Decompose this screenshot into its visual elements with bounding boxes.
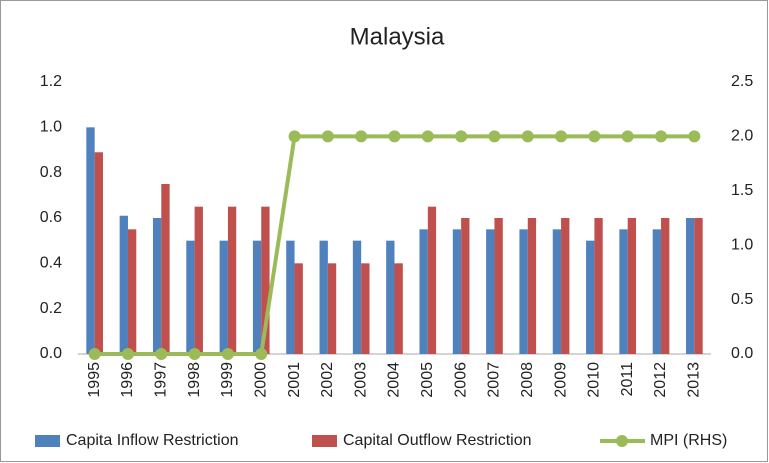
bar <box>452 229 462 354</box>
x-tick-label: 1996 <box>119 362 136 398</box>
legend-label: Capita Inflow Restriction <box>66 432 239 449</box>
bar <box>94 152 103 354</box>
bar <box>661 218 670 354</box>
legend-swatch <box>312 435 337 447</box>
y-tick-label: 1.0 <box>40 119 62 136</box>
bar <box>294 263 303 354</box>
y2-tick-label: 0.5 <box>731 291 753 308</box>
bar <box>461 218 470 354</box>
x-tick-label: 2001 <box>286 362 303 398</box>
y-tick-label: 1.2 <box>40 73 62 90</box>
x-tick-label: 2003 <box>352 362 369 398</box>
line-marker <box>655 130 668 143</box>
bar <box>86 127 95 354</box>
bar <box>619 229 628 354</box>
bar <box>286 240 295 354</box>
line-marker <box>121 348 134 360</box>
line-marker <box>321 130 334 143</box>
x-tick-label: 2012 <box>652 362 669 398</box>
line-marker <box>155 348 168 360</box>
y-tick-label: 0.8 <box>40 164 62 181</box>
bar <box>186 240 195 354</box>
line-marker <box>588 130 601 143</box>
x-tick-label: 2006 <box>452 362 469 398</box>
line-marker <box>455 130 468 143</box>
line-marker <box>555 130 568 143</box>
y2-tick-label: 2.5 <box>731 73 753 90</box>
bar <box>252 240 262 354</box>
x-tick-label: 2007 <box>486 362 503 398</box>
bar <box>394 263 403 354</box>
legend-swatch <box>616 435 628 447</box>
legend-label: MPI (RHS) <box>650 432 727 449</box>
y-tick-label: 0.2 <box>40 300 62 317</box>
bar <box>552 229 562 354</box>
x-tick-label: 2000 <box>252 362 269 398</box>
x-tick-label: 2008 <box>519 362 536 398</box>
line-marker <box>521 130 534 143</box>
x-tick-label: 2010 <box>586 362 603 398</box>
y2-tick-label: 2.0 <box>731 128 753 145</box>
y2-tick-label: 0.0 <box>731 345 753 362</box>
line-marker <box>188 348 201 360</box>
bar <box>219 240 228 354</box>
line-marker <box>88 348 101 360</box>
line-marker <box>488 130 501 143</box>
line-marker <box>621 130 634 143</box>
y-tick-label: 0.4 <box>40 255 62 272</box>
x-tick-label: 2011 <box>619 362 636 397</box>
x-tick-label: 1997 <box>153 362 170 398</box>
bar <box>152 218 162 354</box>
line-marker <box>688 130 701 143</box>
legend-label: Capital Outflow Restriction <box>343 432 532 449</box>
line-marker <box>421 130 434 143</box>
bar <box>652 229 662 354</box>
bar <box>352 240 362 354</box>
bar <box>194 206 203 354</box>
line-marker <box>255 348 268 360</box>
bar <box>227 206 237 354</box>
chart-title: Malaysia <box>350 23 445 50</box>
x-tick-label: 2009 <box>552 362 569 398</box>
bar <box>627 218 637 354</box>
bar <box>319 240 328 354</box>
bar <box>686 218 695 354</box>
bar <box>327 263 337 354</box>
y-tick-label: 0.6 <box>40 209 62 226</box>
bar <box>419 229 428 354</box>
bar <box>519 229 528 354</box>
bar <box>594 218 603 354</box>
bar <box>694 218 703 354</box>
line-marker <box>221 348 234 360</box>
line-marker <box>288 130 301 143</box>
bar <box>119 215 128 354</box>
line-marker <box>388 130 401 143</box>
x-tick-label: 1998 <box>186 362 203 398</box>
bar <box>494 218 503 354</box>
bar <box>427 206 437 354</box>
bar <box>361 263 370 354</box>
y2-tick-label: 1.0 <box>731 236 753 253</box>
legend-swatch <box>35 435 60 447</box>
y-tick-label: 0.0 <box>40 345 62 362</box>
y2-tick-label: 1.5 <box>731 182 753 199</box>
bar <box>386 240 395 354</box>
x-tick-label: 1995 <box>86 362 103 398</box>
bar <box>127 229 137 354</box>
x-tick-label: 2002 <box>319 362 336 398</box>
bar <box>261 206 270 354</box>
line-marker <box>355 130 368 143</box>
x-tick-label: 2005 <box>419 362 436 398</box>
x-tick-label: 2004 <box>386 362 403 398</box>
x-tick-label: 2013 <box>686 362 703 398</box>
x-tick-label: 1999 <box>219 362 236 398</box>
bar <box>586 240 595 354</box>
bar <box>486 229 495 354</box>
bar <box>161 184 170 354</box>
bar <box>561 218 570 354</box>
bar <box>527 218 537 354</box>
